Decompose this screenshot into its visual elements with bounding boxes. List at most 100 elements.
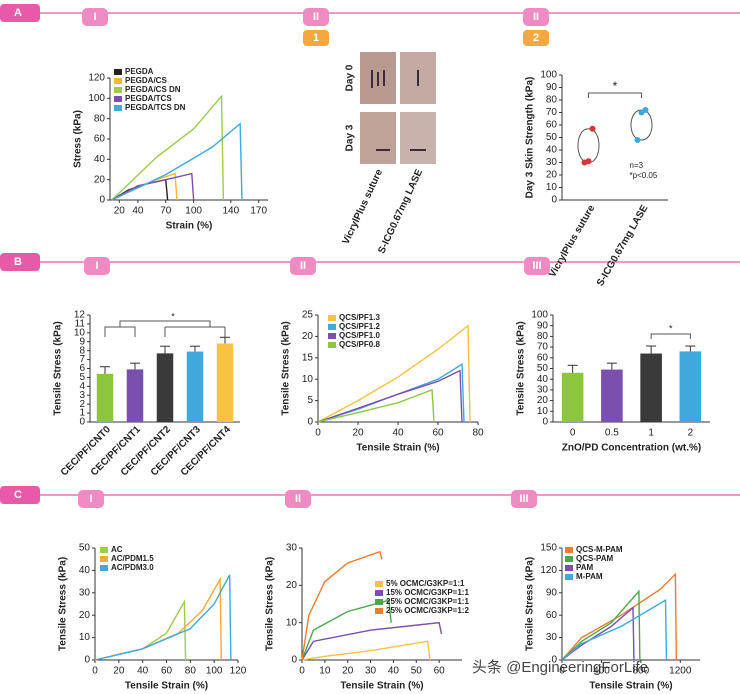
legend-swatch <box>114 69 122 75</box>
legend-swatch <box>328 315 336 321</box>
legend-label: AC <box>111 545 123 554</box>
sub-tag: I <box>95 260 98 272</box>
x-axis-label: Tensile Strain (%) <box>125 681 208 692</box>
data-point <box>589 125 596 132</box>
y-tick-label: 100 <box>531 310 548 321</box>
y-axis-label: Day 3 Skin Strength (kPa) <box>525 77 536 199</box>
data-line <box>317 369 463 423</box>
section-lines <box>30 12 740 496</box>
significance-bracket <box>650 333 691 340</box>
y-tick-label: 0 <box>291 655 297 666</box>
data-line <box>561 599 668 661</box>
legend-swatch <box>114 78 122 84</box>
y-tick-label: 90 <box>537 320 549 331</box>
data-line <box>561 589 641 661</box>
y-tick-label: 4 <box>79 381 85 392</box>
y-tick-label: 25 <box>302 310 314 321</box>
legend-label: QCS/PF1.2 <box>339 322 380 331</box>
x-tick-label: 100 <box>185 206 202 217</box>
y-axis-label: Tensile Stress (kPa) <box>58 557 69 651</box>
y-tick-label: 30 <box>537 385 549 396</box>
y-tick-label: 10 <box>546 182 558 193</box>
annotation: *p<0.05 <box>630 171 658 180</box>
y-tick-label: 50 <box>537 363 549 374</box>
y-tick-label: 30 <box>79 587 91 598</box>
panel-tag: A <box>14 7 22 19</box>
data-line <box>111 94 225 201</box>
y-tick-label: 20 <box>546 170 558 181</box>
legend-swatch <box>565 547 573 553</box>
y-tick-label: 70 <box>537 342 549 353</box>
y-tick-label: 12 <box>74 310 86 321</box>
x-tick-label: 1 <box>648 428 654 439</box>
bar <box>640 353 662 422</box>
x-tick-label: 60 <box>161 666 173 677</box>
badge-box <box>523 30 549 46</box>
badge-box <box>303 30 329 46</box>
y-tick-label: 3 <box>79 390 85 401</box>
sub-tag-box <box>303 8 329 26</box>
badge: 1 <box>313 32 319 44</box>
y-tick-label: 100 <box>88 93 105 104</box>
y-tick-label: 0 <box>551 655 557 666</box>
y-axis-label: Tensile Stress (kPa) <box>265 557 276 651</box>
x-tick-label: 40 <box>392 428 404 439</box>
legend-swatch <box>100 547 108 553</box>
bar <box>126 369 144 422</box>
y-tick-label: 100 <box>540 70 557 81</box>
bar <box>216 343 234 422</box>
x-tick-label: 1200 <box>669 666 692 677</box>
y-tick-label: 20 <box>79 610 91 621</box>
data-line <box>317 324 471 423</box>
photo <box>400 112 436 164</box>
y-tick-label: 6 <box>79 363 85 374</box>
y-tick-label: 20 <box>94 174 106 185</box>
y-tick-label: 8 <box>79 345 85 356</box>
x-tick-label: VicrylPlus suture <box>547 203 598 279</box>
badge: 2 <box>533 32 539 44</box>
x-tick-label: 40 <box>137 666 149 677</box>
sub-tag-box <box>84 257 110 275</box>
y-tick-label: 20 <box>537 395 549 406</box>
y-tick-label: 60 <box>537 352 549 363</box>
y-tick-label: 50 <box>79 543 91 554</box>
y-tick-label: 120 <box>540 565 557 576</box>
legend-swatch <box>565 574 573 580</box>
y-tick-label: 80 <box>94 113 106 124</box>
significance-bracket <box>588 92 642 98</box>
sub-tag: II <box>295 493 301 505</box>
data-point <box>642 107 649 113</box>
sub-tag: I <box>93 11 96 23</box>
panel-tag-box <box>0 253 40 271</box>
y-axis-label: Stress (kPa) <box>73 110 84 168</box>
y-tick-label: 80 <box>537 331 549 342</box>
x-tick-label: 70 <box>160 206 172 217</box>
legend-swatch <box>565 565 573 571</box>
y-tick-label: 0 <box>542 417 548 428</box>
sub-tag-box <box>82 8 108 26</box>
suture <box>371 70 426 151</box>
legend-label: PEGDA/CS <box>125 76 167 85</box>
legend-label: QCS-M-PAM <box>576 545 623 554</box>
y-tick-label: 10 <box>79 632 91 643</box>
y-tick-label: 20 <box>286 580 298 591</box>
data-line <box>111 178 169 201</box>
violin <box>577 128 600 163</box>
y-tick-label: 10 <box>302 374 314 385</box>
y-tick-label: 2 <box>79 399 85 410</box>
x-axis-label: Tensile Strain (%) <box>356 443 439 454</box>
sub-tag: II <box>533 11 539 23</box>
y-tick-label: 40 <box>79 565 91 576</box>
legend-swatch <box>100 556 108 562</box>
data-line <box>94 576 223 661</box>
panel-tag-box <box>0 4 40 22</box>
data-point <box>634 137 641 143</box>
legend-label: 25% OCMC/G3KP=1:2 <box>386 606 469 615</box>
y-tick-label: 60 <box>546 120 558 131</box>
annotation: * <box>171 311 175 321</box>
y-tick-label: 30 <box>546 632 558 643</box>
photo-column-label: VicrylPlus suture <box>341 167 386 246</box>
x-tick-label: CEC/PF/CNT0 <box>59 424 113 478</box>
sub-tag-box <box>524 257 550 275</box>
y-tick-label: 70 <box>546 107 558 118</box>
